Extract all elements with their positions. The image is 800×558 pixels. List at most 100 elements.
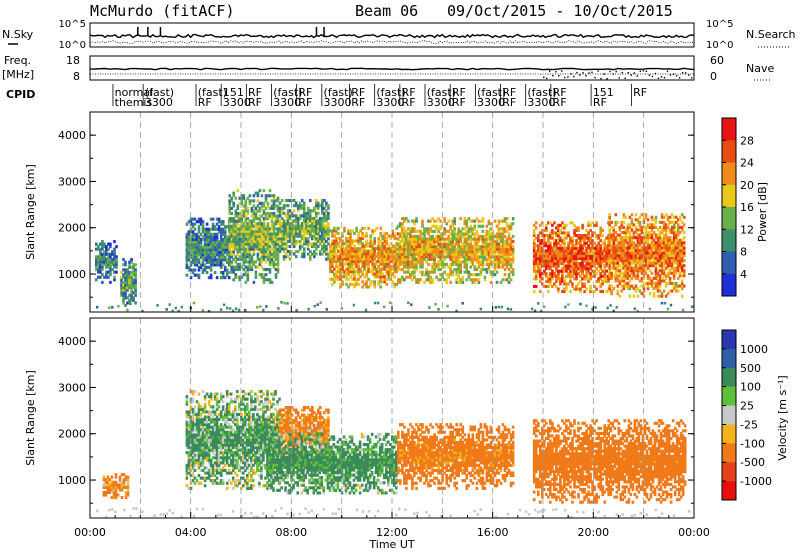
data-cell	[635, 213, 638, 216]
data-cell	[605, 270, 608, 273]
data-cell	[223, 304, 225, 307]
data-cell	[506, 217, 509, 220]
data-cell	[431, 278, 434, 281]
data-cell	[235, 308, 237, 311]
power-ytick-label: 4000	[58, 129, 86, 142]
data-cell	[434, 303, 436, 306]
noise-traces	[90, 27, 694, 44]
data-cell	[232, 192, 235, 195]
noise-right-tick-top: 10^5	[706, 19, 733, 30]
data-cell	[355, 227, 358, 230]
data-cell	[490, 281, 493, 284]
cpid-entry-line2: RF	[553, 96, 567, 109]
nave-speckle	[597, 70, 598, 71]
data-cell	[226, 307, 228, 310]
nave-speckle	[634, 72, 635, 73]
noise-left-tick-bottom: 10^0	[59, 40, 86, 51]
data-cell	[531, 308, 533, 311]
data-cell	[108, 307, 110, 310]
data-cell	[202, 220, 205, 223]
data-cell	[495, 306, 497, 309]
data-cell	[303, 202, 306, 205]
data-cell	[293, 209, 296, 212]
cpid-entry-line2: RF	[248, 96, 262, 109]
data-cell	[410, 303, 412, 306]
data-cell	[228, 263, 231, 266]
data-cell	[664, 302, 666, 305]
nave-speckle	[570, 73, 571, 74]
noise-sky-label: N.Sky	[2, 28, 34, 41]
date-range: 09/Oct/2015 - 10/Oct/2015	[447, 2, 673, 20]
data-cell	[214, 271, 217, 274]
data-cell	[601, 234, 604, 237]
nave-speckle	[576, 72, 577, 73]
data-cell	[478, 278, 481, 281]
data-cell	[229, 307, 231, 310]
data-cell	[496, 271, 499, 274]
data-cell	[326, 308, 328, 311]
data-cell	[134, 301, 137, 304]
data-cell	[194, 228, 197, 231]
data-cell	[363, 227, 366, 230]
noise-panel-frame	[90, 23, 694, 47]
data-cell	[535, 285, 538, 288]
data-cell	[263, 189, 266, 192]
nave-speckle	[579, 74, 580, 75]
data-cell	[482, 217, 485, 220]
data-cell	[194, 269, 197, 272]
cpid-entry-line2: RF	[452, 96, 466, 109]
data-cell	[202, 309, 204, 312]
data-cell	[446, 305, 448, 308]
data-cell	[449, 281, 452, 284]
data-cell	[651, 272, 654, 275]
nave-speckle	[658, 78, 659, 79]
data-cell	[459, 217, 462, 220]
nave-speckle	[643, 70, 644, 71]
data-cell	[337, 227, 340, 230]
data-cell	[683, 285, 686, 288]
cpid-entry-line2: RF	[298, 96, 312, 109]
data-cell	[647, 218, 650, 221]
nave-speckle	[667, 71, 668, 72]
nave-speckle	[691, 77, 692, 78]
data-cell	[537, 302, 539, 305]
data-cell	[535, 221, 538, 224]
freq-label: Freq.	[4, 54, 31, 67]
data-cell	[661, 302, 663, 305]
data-cell	[510, 308, 512, 311]
data-cell	[124, 261, 127, 264]
data-cell	[307, 308, 309, 311]
data-cell	[482, 230, 485, 233]
data-cell	[508, 232, 511, 235]
data-cell	[327, 212, 330, 215]
data-cell	[512, 222, 515, 225]
data-cell	[115, 271, 118, 274]
data-cell	[374, 302, 376, 305]
data-cell	[547, 290, 550, 293]
data-cell	[117, 494, 120, 497]
noise-search-label: N.Search	[746, 28, 796, 41]
data-cell	[244, 309, 246, 312]
data-cell	[623, 221, 626, 224]
data-cell	[186, 395, 189, 398]
data-cell	[677, 290, 680, 293]
frequency-trace	[90, 68, 694, 69]
data-cell	[394, 275, 397, 278]
data-cell	[569, 290, 572, 293]
data-cell	[228, 276, 231, 279]
data-cell	[261, 194, 264, 197]
data-cell	[228, 271, 231, 274]
data-cell	[273, 194, 276, 197]
noise-left-tick-top: 10^5	[59, 19, 86, 30]
data-cell	[649, 292, 652, 295]
data-cell	[373, 237, 376, 240]
data-cell	[314, 305, 316, 308]
data-cell	[117, 305, 119, 308]
data-cell	[238, 309, 240, 312]
nave-speckle	[606, 78, 607, 79]
data-cell	[609, 304, 611, 307]
data-cell	[501, 306, 503, 309]
data-cell	[115, 245, 118, 248]
data-cell	[259, 189, 262, 192]
nave-speckle	[646, 71, 647, 72]
